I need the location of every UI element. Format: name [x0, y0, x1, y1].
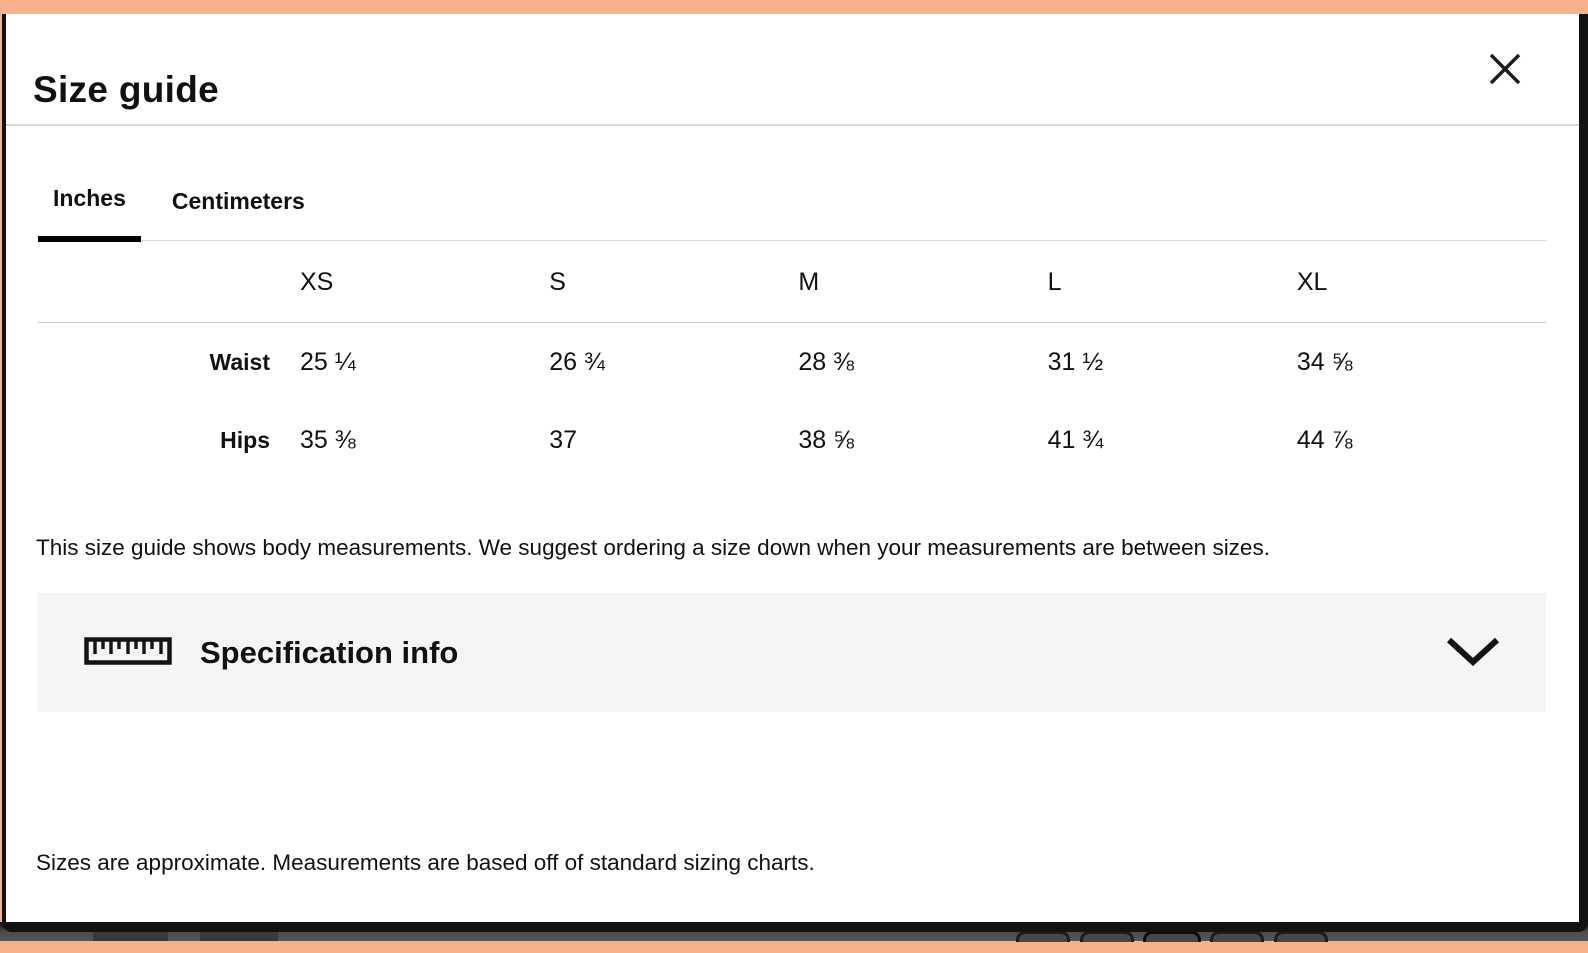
size-guide-modal: Size guide Inches Centimeters XS S M L X…	[2, 14, 1588, 932]
size-value: 38 ⅝	[798, 425, 855, 454]
background-page-element	[1016, 931, 1070, 942]
background-page-element	[200, 931, 278, 941]
size-column-header: M	[798, 267, 820, 296]
background-page-element	[1080, 931, 1134, 942]
size-column-header: XL	[1296, 267, 1328, 296]
background-page-element	[1210, 931, 1264, 942]
ruler-icon	[84, 637, 172, 668]
size-value: 41 ¾	[1047, 425, 1104, 454]
tabs-divider	[38, 240, 1546, 241]
size-value: 31 ½	[1047, 347, 1104, 376]
size-value: 28 ⅜	[798, 347, 855, 376]
size-value: 25 ¼	[300, 347, 356, 376]
size-column-header: S	[549, 267, 566, 296]
size-value: 35 ⅜	[300, 425, 356, 454]
title-divider	[6, 124, 1579, 126]
unit-tabs: Inches Centimeters	[38, 184, 320, 242]
table-row-waist: Waist 25 ¼ 26 ¾ 28 ⅜ 31 ½ 34 ⅝	[38, 323, 1546, 401]
tab-centimeters[interactable]: Centimeters	[157, 184, 320, 242]
size-value: 37	[549, 425, 578, 454]
modal-title: Size guide	[33, 68, 219, 110]
close-button[interactable]	[1486, 50, 1524, 88]
size-table: XS S M L XL Waist 25 ¼ 26 ¾ 28 ⅜ 31 ½ 34…	[38, 242, 1546, 479]
size-value: 26 ¾	[549, 347, 605, 376]
background-page-element	[93, 931, 168, 941]
background-page-element	[1274, 931, 1328, 942]
footer-note: Sizes are approximate. Measurements are …	[36, 849, 815, 875]
size-column-header: XS	[300, 267, 334, 296]
specification-info-toggle[interactable]: Specification info	[37, 593, 1546, 712]
size-guide-note: This size guide shows body measurements.…	[36, 534, 1270, 560]
close-icon	[1489, 53, 1521, 85]
row-label: Hips	[220, 426, 270, 453]
background-page-element	[1143, 931, 1201, 942]
tab-inches[interactable]: Inches	[38, 184, 141, 242]
size-value: 34 ⅝	[1296, 347, 1353, 376]
chevron-down-icon	[1446, 636, 1500, 669]
size-table-header-row: XS S M L XL	[38, 242, 1546, 323]
row-label: Waist	[209, 348, 271, 375]
size-column-header: L	[1047, 267, 1062, 296]
size-value: 44 ⅞	[1296, 425, 1353, 454]
specification-info-label: Specification info	[200, 634, 459, 670]
table-row-hips: Hips 35 ⅜ 37 38 ⅝ 41 ¾ 44 ⅞	[38, 401, 1546, 479]
